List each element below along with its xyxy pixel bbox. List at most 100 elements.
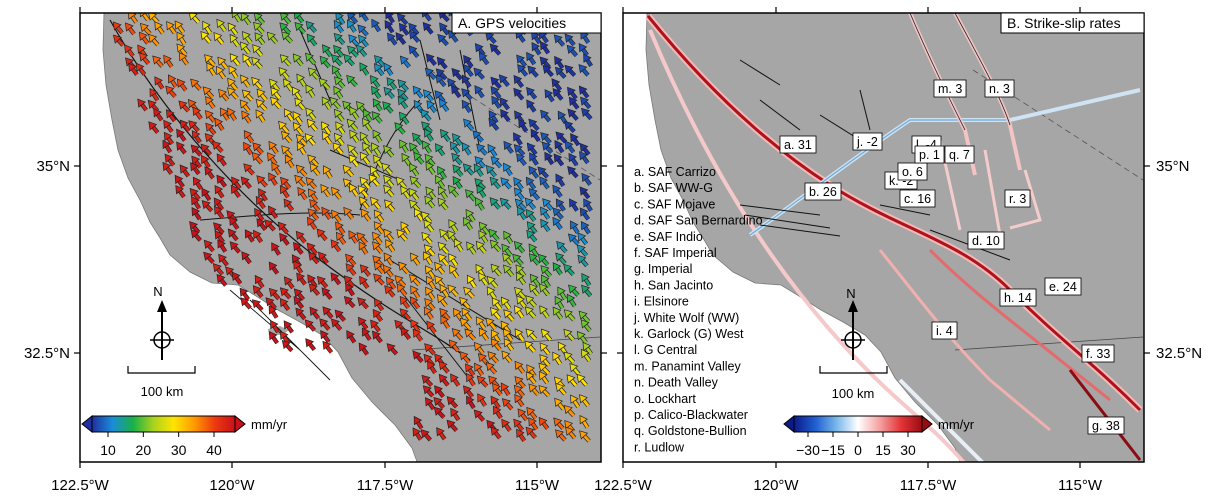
velocity-arrow: [154, 76, 165, 90]
svg-text:a. 31: a. 31: [784, 138, 812, 152]
velocity-arrow: [370, 319, 381, 333]
velocity-arrow: [264, 219, 276, 232]
velocity-arrow: [475, 316, 487, 330]
velocity-arrow: [564, 140, 576, 154]
svg-text:r. 3: r. 3: [1009, 192, 1026, 206]
velocity-arrow: [384, 199, 396, 212]
velocity-arrow: [293, 260, 304, 274]
velocity-arrow: [178, 100, 191, 113]
velocity-arrow: [408, 30, 421, 43]
velocity-arrow: [251, 151, 264, 165]
velocity-arrow: [551, 78, 563, 92]
velocity-arrow: [528, 165, 540, 179]
velocity-arrow: [528, 253, 541, 266]
velocity-arrow: [478, 272, 489, 286]
velocity-arrow: [228, 65, 239, 79]
fault-legend-item: i. Elsinore: [634, 295, 689, 309]
velocity-arrow: [503, 230, 514, 245]
velocity-arrow: [283, 108, 295, 122]
velocity-arrow: [396, 283, 408, 297]
velocity-arrow: [295, 230, 307, 244]
velocity-arrow: [503, 140, 514, 154]
velocity-arrow: [580, 319, 592, 332]
velocity-arrow: [139, 52, 151, 65]
velocity-arrow: [436, 427, 447, 441]
velocity-arrow: [563, 404, 576, 418]
velocity-arrow: [229, 53, 241, 67]
velocity-arrow: [395, 32, 407, 46]
velocity-arrow: [357, 297, 369, 310]
velocity-arrow: [270, 96, 282, 110]
velocity-arrow: [281, 145, 293, 158]
velocity-arrow: [423, 89, 435, 102]
velocity-arrow: [437, 186, 448, 200]
velocity-arrow: [465, 208, 476, 223]
velocity-arrow: [279, 54, 292, 67]
velocity-arrow: [322, 306, 334, 319]
velocity-arrow: [503, 264, 515, 278]
velocity-arrow: [323, 165, 333, 179]
fault-legend-item: e. SAF Indio: [634, 230, 703, 244]
velocity-arrow: [515, 264, 527, 278]
velocity-arrow: [383, 228, 394, 242]
velocity-arrow: [178, 52, 189, 66]
velocity-arrow: [241, 251, 252, 265]
velocity-arrow: [557, 286, 567, 301]
velocity-arrow: [422, 385, 435, 398]
velocity-arrow: [362, 142, 373, 156]
velocity-arrow: [412, 427, 423, 441]
velocity-arrow: [489, 239, 502, 252]
velocity-arrow: [309, 163, 321, 176]
panel-a-velocity-arrows: [112, 13, 593, 443]
velocity-arrow: [242, 53, 253, 67]
rate-label: f. 33: [1081, 344, 1115, 363]
velocity-arrow: [463, 385, 474, 399]
velocity-arrow: [179, 119, 191, 133]
velocity-arrow: [423, 128, 434, 142]
velocity-arrow: [582, 341, 593, 356]
panel-b-land: [645, 13, 1144, 462]
velocity-arrow: [552, 207, 564, 220]
velocity-arrow: [280, 176, 292, 190]
velocity-arrow: [229, 216, 240, 230]
velocity-arrow: [322, 130, 332, 145]
velocity-arrow: [387, 32, 398, 46]
velocity-arrow: [540, 265, 552, 278]
velocity-arrow: [251, 76, 263, 90]
velocity-arrow: [440, 128, 451, 142]
velocity-arrow: [227, 228, 239, 242]
velocity-arrow: [492, 405, 503, 420]
svg-text:g. 38: g. 38: [1092, 419, 1120, 433]
velocity-arrow: [487, 143, 498, 158]
colorbar-tick-label: −15: [821, 442, 845, 458]
velocity-arrow: [538, 416, 550, 430]
velocity-arrow: [334, 309, 346, 322]
velocity-arrow: [539, 56, 551, 69]
velocity-arrow: [486, 275, 499, 289]
velocity-arrow: [448, 253, 459, 267]
velocity-arrow: [174, 20, 186, 34]
velocity-arrow: [240, 176, 252, 189]
velocity-arrow: [191, 206, 202, 221]
velocity-arrow: [435, 74, 447, 88]
velocity-arrow: [359, 196, 370, 210]
velocity-arrow: [564, 64, 577, 77]
velocity-arrow: [513, 144, 526, 157]
velocity-arrow: [138, 31, 150, 45]
velocity-arrow: [552, 184, 563, 198]
velocity-arrow: [503, 162, 513, 177]
velocity-arrow: [476, 184, 487, 199]
velocity-arrow: [579, 394, 590, 407]
velocity-arrow: [514, 305, 525, 319]
velocity-arrow: [540, 218, 551, 233]
velocity-arrow: [202, 86, 215, 99]
velocity-arrow: [439, 228, 451, 242]
velocity-arrow: [566, 44, 579, 58]
velocity-arrow: [148, 13, 160, 24]
velocity-arrow: [409, 296, 421, 310]
velocity-arrow: [296, 141, 307, 156]
velocity-arrow: [154, 21, 165, 35]
velocity-arrow: [243, 141, 254, 156]
velocity-arrow: [438, 13, 450, 23]
velocity-arrow: [461, 307, 472, 321]
